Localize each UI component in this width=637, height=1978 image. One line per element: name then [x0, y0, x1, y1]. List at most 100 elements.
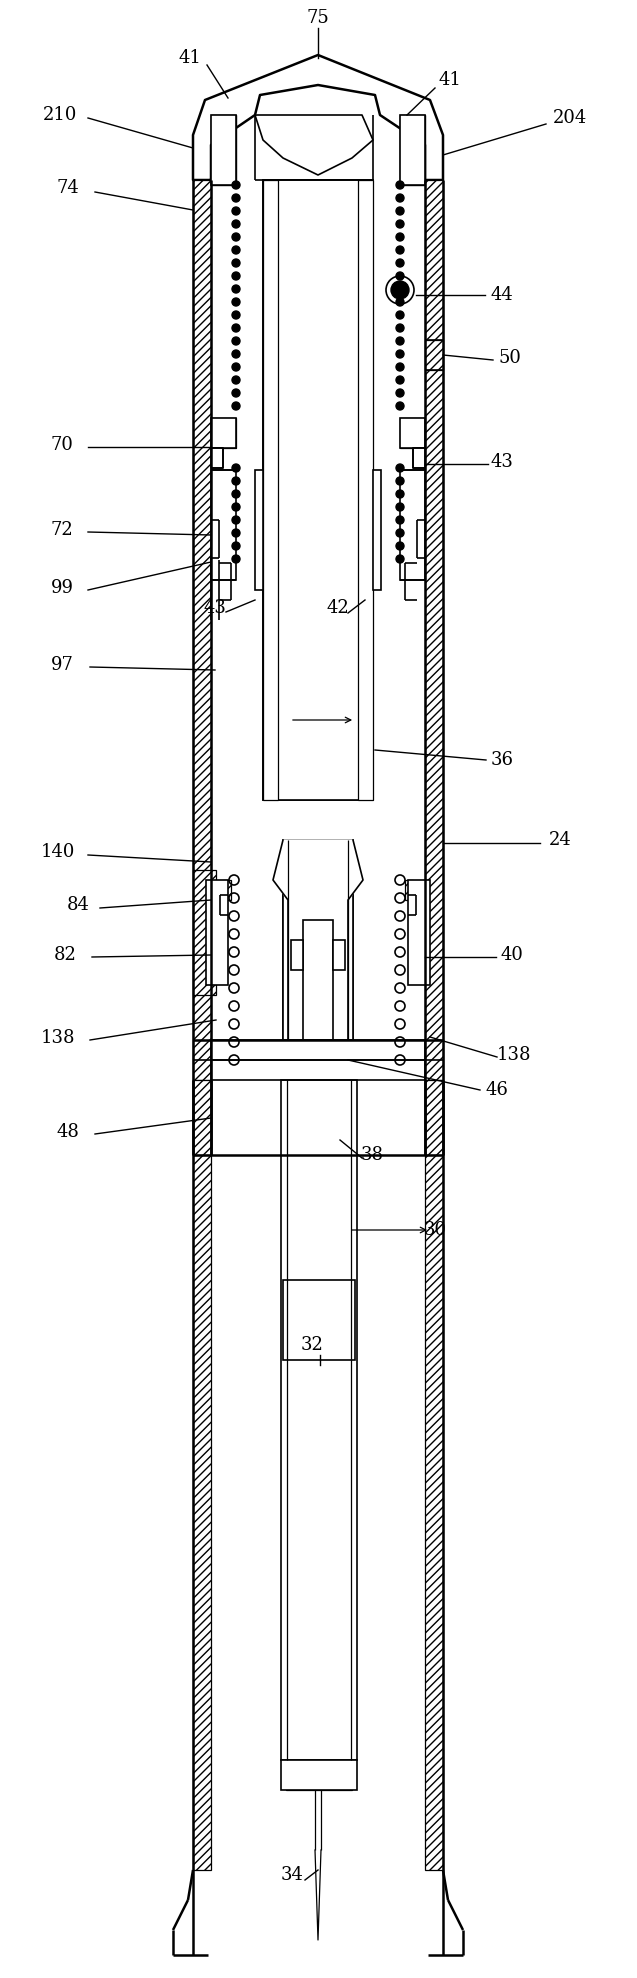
Circle shape — [396, 336, 404, 344]
Text: 99: 99 — [50, 580, 73, 597]
Circle shape — [396, 259, 404, 267]
Circle shape — [232, 336, 240, 344]
Bar — [193, 1040, 211, 1080]
Circle shape — [396, 390, 404, 398]
Bar — [193, 1080, 211, 1155]
Bar — [223, 880, 231, 900]
Text: 43: 43 — [490, 453, 513, 471]
Text: 40: 40 — [501, 945, 524, 963]
Bar — [281, 1760, 357, 1790]
Circle shape — [232, 311, 240, 318]
Bar — [405, 880, 413, 900]
Bar — [400, 471, 425, 580]
Circle shape — [232, 528, 240, 536]
Circle shape — [396, 465, 404, 473]
Circle shape — [232, 350, 240, 358]
Text: 138: 138 — [497, 1046, 531, 1064]
Circle shape — [232, 376, 240, 384]
Bar — [193, 180, 211, 1155]
Bar — [193, 1155, 211, 1869]
Bar — [408, 880, 430, 985]
Bar — [400, 115, 425, 186]
Circle shape — [232, 194, 240, 202]
Bar — [211, 471, 236, 580]
Circle shape — [232, 220, 240, 227]
Circle shape — [396, 491, 404, 498]
Bar — [303, 920, 333, 1040]
Bar — [263, 180, 373, 799]
Circle shape — [396, 194, 404, 202]
Bar — [211, 447, 223, 469]
Text: 82: 82 — [54, 945, 76, 963]
Bar — [211, 115, 236, 186]
Text: 24: 24 — [548, 831, 571, 849]
Text: 44: 44 — [490, 287, 513, 305]
Text: 42: 42 — [327, 599, 349, 617]
Polygon shape — [193, 55, 443, 180]
Circle shape — [232, 182, 240, 190]
Text: 72: 72 — [50, 520, 73, 538]
Circle shape — [396, 376, 404, 384]
Polygon shape — [273, 841, 363, 1040]
Bar — [283, 1280, 355, 1361]
Circle shape — [396, 516, 404, 524]
Bar — [286, 1760, 352, 1790]
Bar — [193, 870, 216, 995]
Circle shape — [391, 281, 409, 299]
Text: 32: 32 — [301, 1335, 324, 1355]
Text: 43: 43 — [204, 599, 226, 617]
Text: 97: 97 — [50, 657, 73, 674]
Bar — [333, 940, 345, 947]
Text: 84: 84 — [66, 896, 89, 914]
Bar — [400, 417, 425, 447]
Text: 41: 41 — [178, 49, 201, 67]
Circle shape — [396, 220, 404, 227]
Circle shape — [232, 273, 240, 281]
Circle shape — [232, 502, 240, 510]
Circle shape — [232, 233, 240, 241]
Circle shape — [396, 350, 404, 358]
Circle shape — [232, 299, 240, 307]
Text: 210: 210 — [43, 107, 77, 125]
Polygon shape — [255, 115, 373, 174]
Text: 48: 48 — [57, 1124, 80, 1141]
Bar — [425, 1155, 443, 1869]
Text: 38: 38 — [361, 1145, 383, 1163]
Bar — [303, 920, 333, 1040]
Circle shape — [396, 324, 404, 332]
Circle shape — [396, 233, 404, 241]
Text: 41: 41 — [438, 71, 461, 89]
Bar — [206, 880, 228, 985]
Bar — [281, 1080, 357, 1760]
Bar — [211, 417, 236, 447]
Circle shape — [232, 516, 240, 524]
Circle shape — [396, 285, 404, 293]
Circle shape — [396, 273, 404, 281]
Circle shape — [396, 402, 404, 409]
Bar — [211, 1040, 425, 1060]
Circle shape — [232, 542, 240, 550]
Circle shape — [232, 324, 240, 332]
Circle shape — [396, 502, 404, 510]
Circle shape — [232, 245, 240, 253]
Circle shape — [232, 364, 240, 372]
Text: 140: 140 — [41, 843, 75, 860]
Bar — [333, 940, 345, 969]
Bar — [211, 115, 236, 186]
Circle shape — [396, 556, 404, 564]
Text: 46: 46 — [485, 1082, 508, 1100]
Circle shape — [232, 402, 240, 409]
Circle shape — [232, 208, 240, 216]
Circle shape — [232, 390, 240, 398]
Bar — [413, 447, 425, 469]
Bar — [291, 940, 303, 969]
Bar — [283, 841, 353, 1040]
Circle shape — [232, 491, 240, 498]
Bar — [425, 1080, 443, 1155]
Bar — [263, 180, 373, 799]
Circle shape — [232, 556, 240, 564]
Bar — [358, 180, 373, 799]
Circle shape — [396, 311, 404, 318]
Bar — [400, 115, 425, 186]
Text: 204: 204 — [553, 109, 587, 127]
